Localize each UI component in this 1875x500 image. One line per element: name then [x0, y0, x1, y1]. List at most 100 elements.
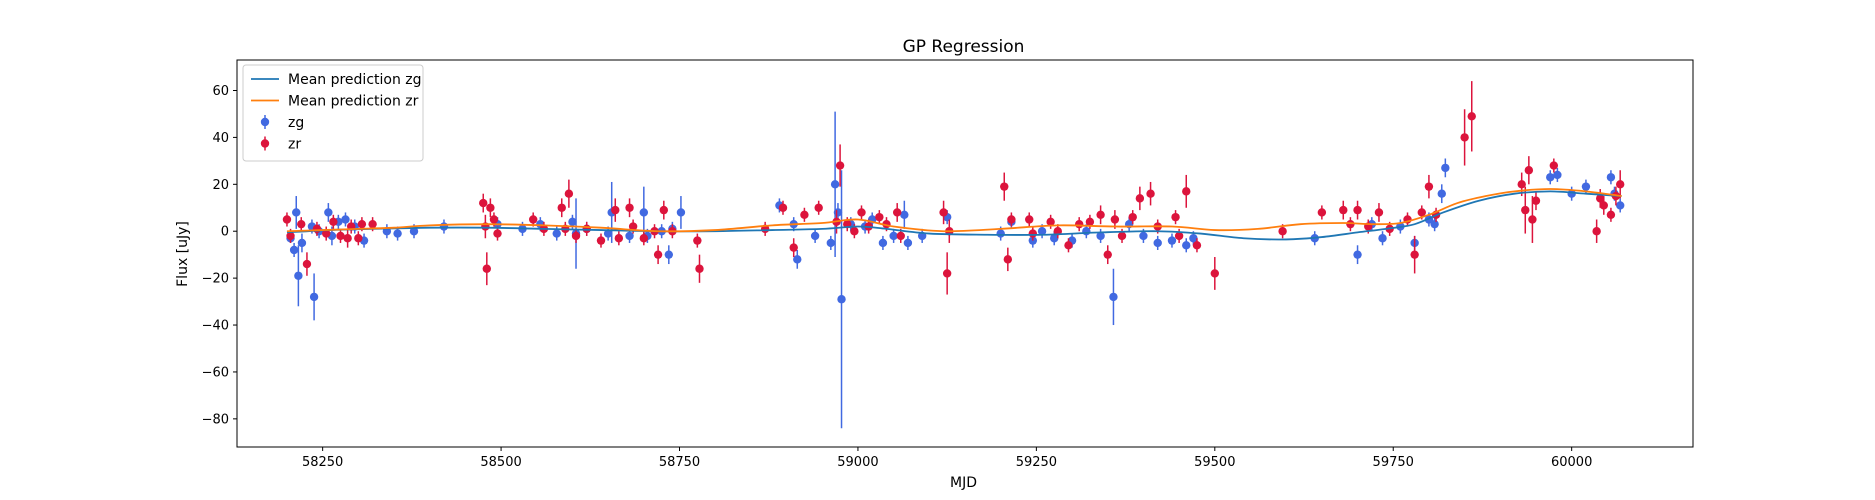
point-zg-54 [1037, 227, 1047, 236]
point-zr-24 [571, 231, 581, 241]
point-zr-8 [343, 234, 352, 243]
point-zr-88 [1410, 250, 1419, 259]
point-zr-18 [493, 229, 502, 238]
x-tick-label-5: 59500 [1194, 455, 1235, 470]
x-axis: 58250 58500 58750 59000 59250 59500 59750 60000 [302, 447, 1592, 470]
point-zr-39 [778, 203, 788, 212]
point-zr-46 [850, 227, 859, 236]
point-zg-2 [292, 208, 301, 217]
point-zr-0 [282, 215, 292, 224]
point-zr-67 [1103, 250, 1112, 259]
axes-frame [236, 59, 1694, 448]
point-zr-52 [896, 231, 905, 241]
y-tick-label-6: 40 [212, 131, 229, 146]
point-zr-33 [653, 250, 663, 259]
point-zr-26 [596, 236, 606, 245]
point-zr-105 [1616, 180, 1625, 189]
legend-label: Mean prediction zr [288, 94, 419, 110]
point-zr-5 [322, 229, 331, 238]
y-tick-label-2: −40 [202, 319, 229, 334]
y-axis: −80 −60 −40 −20 0 20 40 60 [202, 84, 237, 427]
point-zr-75 [1174, 231, 1184, 241]
legend-box [242, 64, 424, 162]
series-zr [282, 81, 1625, 295]
point-zr-53 [939, 208, 948, 217]
point-zr-81 [1339, 205, 1348, 215]
point-zr-80 [1317, 208, 1327, 217]
point-zg-46 [889, 231, 898, 241]
point-zr-82 [1346, 219, 1355, 229]
legend-marker-swatch [260, 139, 270, 148]
y-tick-label-3: −20 [202, 272, 229, 287]
point-zr-71 [1135, 194, 1145, 203]
point-zg-8 [324, 208, 333, 217]
point-zr-57 [1003, 255, 1013, 264]
point-zr-83 [1353, 205, 1362, 215]
point-zg-79 [1581, 182, 1591, 191]
point-zg-3 [294, 271, 303, 280]
point-zg-17 [439, 222, 449, 231]
x-tick-label-3: 59000 [837, 455, 878, 470]
legend-item-mean-prediction-zg: Mean prediction zg [251, 72, 422, 88]
point-zg-73 [1430, 219, 1439, 229]
legend-item-zr: zr [260, 136, 301, 153]
point-zg-65 [1189, 234, 1198, 243]
point-zg-47 [900, 210, 909, 219]
point-zr-21 [557, 203, 566, 212]
point-zg-16 [409, 227, 419, 236]
x-axis-label: MJD [950, 475, 977, 491]
point-zr-61 [1046, 217, 1055, 227]
x-tick-label-0: 58250 [302, 455, 343, 470]
point-zr-76 [1182, 187, 1191, 196]
point-zr-42 [814, 203, 823, 212]
point-zr-99 [1549, 161, 1559, 170]
point-zg-61 [1139, 231, 1148, 241]
point-zr-77 [1192, 241, 1202, 250]
point-zr-100 [1592, 227, 1601, 236]
point-zr-98 [1531, 196, 1541, 205]
point-zg-11 [341, 215, 350, 224]
legend-item-mean-prediction-zr: Mean prediction zr [251, 94, 419, 110]
point-zr-90 [1424, 182, 1434, 191]
point-zg-45 [878, 238, 888, 248]
legend-label: Mean prediction zg [288, 72, 422, 88]
point-zg-77 [1553, 170, 1562, 180]
point-zg-55 [1050, 234, 1059, 243]
point-zr-44 [835, 161, 845, 170]
point-zr-13 [479, 198, 488, 208]
y-tick-label-1: −60 [202, 365, 229, 380]
point-zr-58 [1007, 215, 1016, 224]
line-mean-prediction-0 [286, 190, 1622, 241]
point-zr-15 [482, 264, 492, 273]
point-zr-59 [1025, 215, 1034, 224]
y-tick-label-4: 0 [221, 225, 229, 240]
plot-content [282, 81, 1625, 429]
plot-area [282, 81, 1625, 429]
point-zr-11 [357, 219, 367, 229]
point-zg-59 [1109, 292, 1118, 302]
y-tick-label-0: −80 [202, 412, 229, 427]
point-zr-66 [1096, 210, 1105, 219]
point-zg-64 [1182, 241, 1191, 250]
point-zr-63 [1064, 241, 1073, 250]
point-zg-80 [1606, 173, 1616, 182]
point-zg-63 [1167, 236, 1177, 245]
point-zr-40 [789, 243, 798, 252]
point-zg-4 [297, 238, 307, 248]
point-zr-3 [302, 259, 312, 269]
point-zr-95 [1521, 205, 1530, 215]
point-zg-38 [826, 238, 836, 248]
point-zg-51 [996, 229, 1005, 238]
point-zg-31 [664, 250, 674, 259]
point-zr-92 [1460, 133, 1469, 142]
point-zg-22 [568, 217, 577, 227]
x-tick-label-7: 60000 [1551, 455, 1592, 470]
point-zr-68 [1110, 215, 1120, 224]
point-zr-41 [800, 210, 809, 219]
x-tick-label-4: 59250 [1016, 455, 1057, 470]
point-zr-6 [329, 217, 338, 227]
x-tick-label-6: 59750 [1373, 455, 1414, 470]
x-tick-label-1: 58500 [480, 455, 521, 470]
point-zg-69 [1378, 234, 1387, 243]
